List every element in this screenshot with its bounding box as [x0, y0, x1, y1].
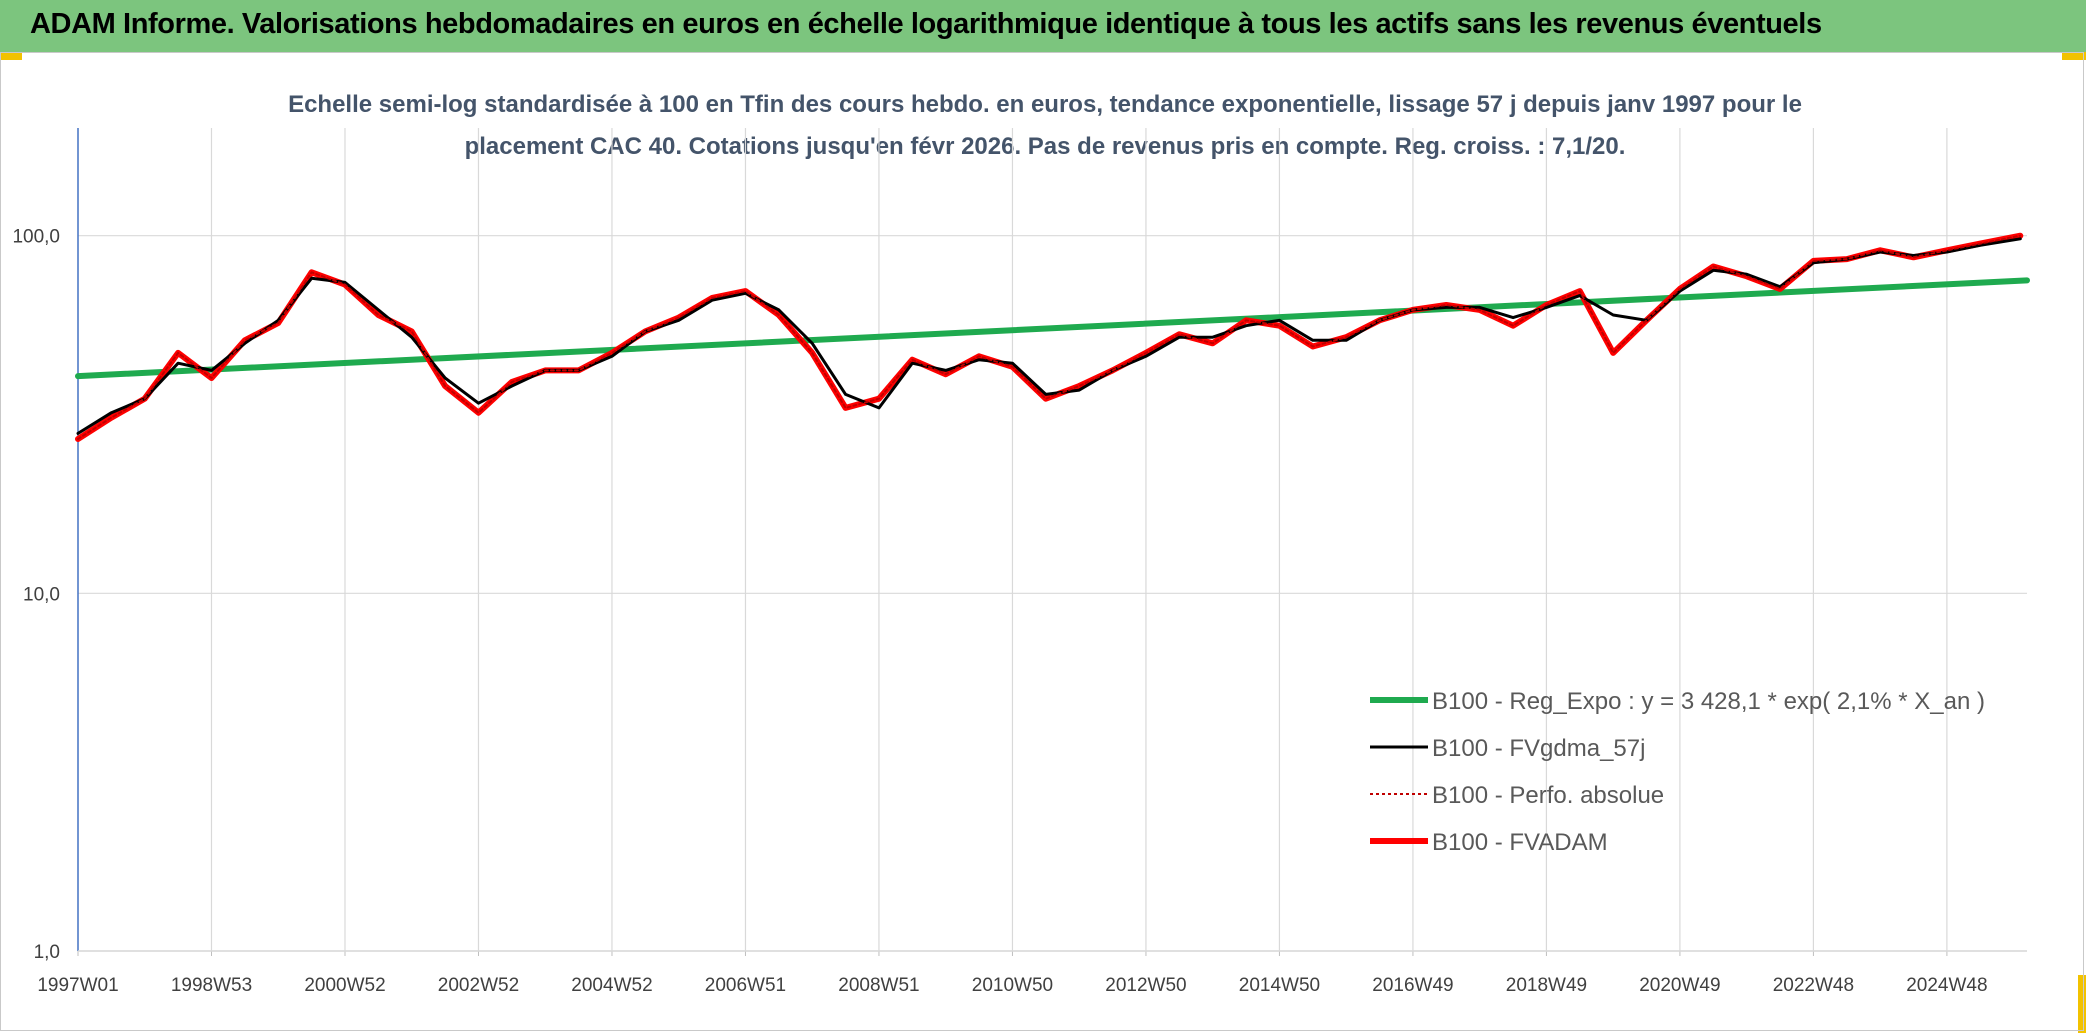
legend-label: B100 - FVADAM [1432, 829, 1608, 856]
x-tick-label: 1998W53 [171, 975, 252, 996]
legend-label: B100 - Reg_Expo : y = 3 428,1 * exp( 2,1… [1432, 688, 1985, 715]
y-tick-label: 10,0 [23, 584, 60, 605]
x-tick-label: 2016W49 [1372, 975, 1453, 996]
chart-subtitle-line-2: placement CAC 40. Cotations jusqu'en fév… [464, 133, 1626, 160]
x-tick-label: 2006W51 [705, 975, 786, 996]
chart-subtitle: Echelle semi-log standardisée à 100 en T… [220, 84, 1870, 168]
x-tick-label: 1997W01 [37, 975, 118, 996]
chart-series [75, 232, 2030, 442]
x-tick-label: 2002W52 [438, 975, 519, 996]
x-tick-label: 2024W48 [1906, 975, 1987, 996]
chart-tick-labels: 1,0 10,0 100,0 1997W01 1998W53 2000W52 2002W52… [12, 227, 1987, 996]
legend-label: B100 - Perfo. absolue [1432, 782, 1664, 809]
trend-series-line [75, 277, 2030, 380]
x-tick-label: 2018W49 [1506, 975, 1587, 996]
legend-label: B100 - FVgdma_57j [1432, 735, 1645, 762]
chart-axes [77, 128, 2027, 952]
absolute-perf-series-line [77, 234, 2022, 440]
corner-mark-right [2062, 52, 2086, 60]
chart-legend: B100 - Reg_Expo : y = 3 428,1 * exp( 2,1… [1370, 688, 1985, 856]
smoothed-series-line [76, 237, 2022, 435]
x-tick-label: 2008W51 [838, 975, 919, 996]
chart-gridlines [77, 128, 2027, 956]
x-tick-label: 2014W50 [1239, 975, 1320, 996]
y-tick-label: 100,0 [12, 227, 60, 248]
x-tick-label: 2010W50 [972, 975, 1053, 996]
report-header: ADAM Informe. Valorisations hebdomadaire… [0, 0, 2086, 52]
corner-mark-left [0, 52, 22, 60]
chart-frame [0, 52, 2084, 1031]
x-tick-label: 2000W52 [304, 975, 385, 996]
y-tick-label: 1,0 [34, 942, 60, 963]
report-title: ADAM Informe. Valorisations hebdomadaire… [30, 8, 1822, 40]
chart-subtitle-line-1: Echelle semi-log standardisée à 100 en T… [288, 91, 1802, 118]
corner-mark-bottom-right [2078, 975, 2086, 1033]
x-tick-label: 2012W50 [1105, 975, 1186, 996]
fvadam-series-line [75, 232, 2024, 442]
x-tick-label: 2004W52 [571, 975, 652, 996]
x-tick-label: 2020W49 [1639, 975, 1720, 996]
x-tick-label: 2022W48 [1773, 975, 1854, 996]
